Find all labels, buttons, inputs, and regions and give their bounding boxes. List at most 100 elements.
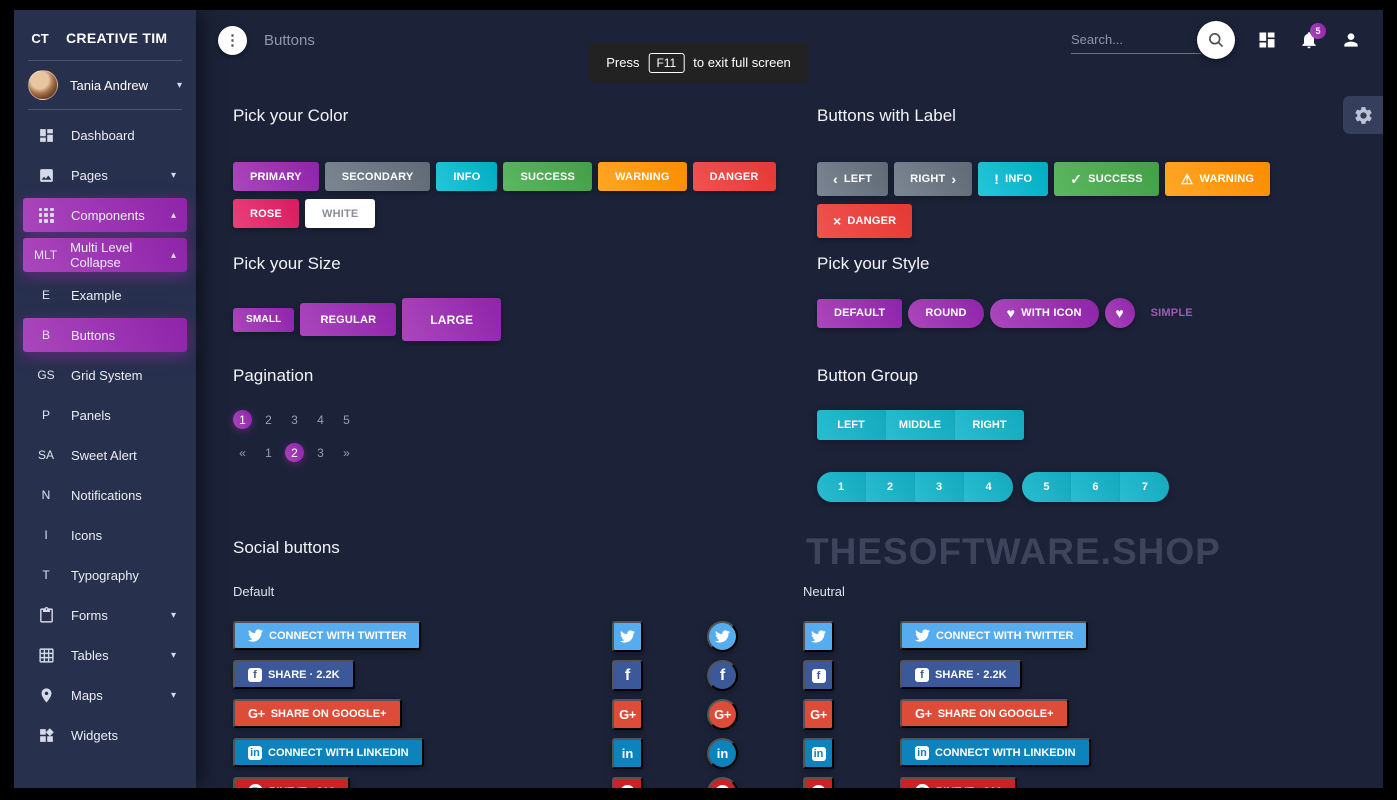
sidebar-item-label: Typography [71,567,139,583]
sidebar-item-forms[interactable]: Forms ▾ [23,598,187,632]
sidebar-item-sweet-alert[interactable]: SA Sweet Alert [23,438,187,472]
info-button[interactable]: INFO [436,162,498,191]
next-page-link[interactable]: » [343,445,350,460]
facebook-square-button[interactable]: f [612,660,643,691]
googleplus-square-button[interactable]: G+ [612,699,643,730]
group-number-button[interactable]: 7 [1120,472,1170,502]
linkedin-connect-neutral-button[interactable]: in CONNECT WITH LINKEDIN [900,738,1091,767]
prev-page-link[interactable]: « [239,445,246,460]
googleplus-round-button[interactable]: G+ [707,699,738,730]
googleplus-neutral-square-button[interactable]: G+ [803,699,834,730]
danger-button[interactable]: DANGER [692,162,776,191]
pinterest-square-button[interactable]: P [612,777,643,788]
sidebar-item-icons[interactable]: I Icons [23,518,187,552]
sidebar-item-typography[interactable]: T Typography [23,558,187,592]
twitter-neutral-square-button[interactable] [803,621,834,652]
left-label-button[interactable]: ‹ LEFT [817,162,889,196]
sidebar-item-grid-system[interactable]: GS Grid System [23,358,187,392]
profile-button[interactable] [1341,30,1361,50]
sidebar-item-dashboard[interactable]: Dashboard [23,118,187,152]
page-link[interactable]: 1 [265,445,272,460]
success-button[interactable]: SUCCESS [503,162,593,191]
button-label: PINT IT · 212 [936,786,1002,789]
secondary-button[interactable]: SECONDARY [324,162,431,191]
group-number-button[interactable]: 3 [915,472,964,502]
danger-label-button[interactable]: × DANGER [817,204,913,238]
group-number-button[interactable]: 6 [1071,472,1121,502]
pinterest-neutral-square-button[interactable]: P [803,777,834,788]
sidebar-item-tables[interactable]: Tables ▾ [23,638,187,672]
sidebar-item-pages[interactable]: Pages ▾ [23,158,187,192]
group-middle-button[interactable]: MIDDLE [886,410,955,440]
sidebar-item-components[interactable]: Components ▴ [23,198,187,232]
page-link[interactable]: 4 [317,412,324,427]
sidebar-item-widgets[interactable]: Widgets [23,718,187,752]
pinterest-pin-button[interactable]: P PINT IT · 212 [233,777,351,788]
sidebar-item-buttons[interactable]: B Buttons [23,318,187,352]
page-link[interactable]: 3 [317,445,324,460]
group-right-button[interactable]: RIGHT [955,410,1024,440]
sidebar-item-label: Icons [71,527,103,543]
button-label: SHARE ON GOOGLE+ [937,707,1054,720]
group-number-button[interactable]: 4 [964,472,1013,502]
white-button[interactable]: WHITE [304,199,376,228]
sidebar-item-label: Sweet Alert [71,447,137,463]
info-label-button[interactable]: ! INFO [978,162,1049,196]
sidebar-item-notifications[interactable]: N Notifications [23,478,187,512]
pinterest-pin-neutral-button[interactable]: P PINT IT · 212 [900,777,1018,789]
with-icon-button[interactable]: ♥ WITH ICON [989,298,1099,328]
warning-button[interactable]: WARNING [598,162,687,191]
pinterest-round-button[interactable]: P [707,777,738,788]
linkedin-neutral-square-button[interactable]: in [803,738,834,769]
notifications-button[interactable]: 5 [1299,23,1326,50]
group-number-button[interactable]: 5 [1022,472,1072,502]
settings-panel-button[interactable] [1343,96,1383,134]
button-label: CONNECT WITH TWITTER [269,629,407,642]
twitter-round-button[interactable] [707,621,738,652]
twitter-square-button[interactable] [612,621,643,652]
linkedin-round-button[interactable]: in [707,738,738,769]
facebook-neutral-square-button[interactable]: f [803,660,834,691]
search-button[interactable] [1197,21,1235,59]
facebook-share-button[interactable]: f SHARE · 2.2K [233,660,355,689]
simple-style-button[interactable]: SIMPLE [1141,299,1203,328]
sidebar-item-example[interactable]: E Example [23,278,187,312]
watermark: THESOFTWARE.SHOP [806,531,1221,572]
user-menu[interactable]: Tania Andrew ▾ [14,61,196,109]
heart-fab-button[interactable]: ♥ [1104,298,1135,328]
brand[interactable]: CT CREATIVE TIM [14,10,196,60]
facebook-round-button[interactable]: f [707,660,738,691]
googleplus-share-button[interactable]: G+ SHARE ON GOOGLE+ [233,699,402,728]
group-number-button[interactable]: 1 [817,472,866,502]
large-button[interactable]: LARGE [402,298,502,341]
success-label-button[interactable]: ✓ SUCCESS [1054,162,1159,196]
facebook-share-neutral-button[interactable]: f SHARE · 2.2K [900,660,1022,689]
regular-button[interactable]: REGULAR [300,303,397,336]
googleplus-share-neutral-button[interactable]: G+ SHARE ON GOOGLE+ [900,699,1069,728]
rose-button[interactable]: ROSE [233,199,299,228]
default-style-button[interactable]: DEFAULT [817,298,903,328]
linkedin-connect-button[interactable]: in CONNECT WITH LINKEDIN [233,738,424,767]
sidebar-item-panels[interactable]: P Panels [23,398,187,432]
page-link[interactable]: 5 [343,412,350,427]
warning-label-button[interactable]: ⚠ WARNING [1164,162,1271,196]
page-link[interactable]: 3 [291,412,298,427]
search-input[interactable] [1071,26,1201,54]
group-left-button[interactable]: LEFT [817,410,886,440]
page-link[interactable]: 1 [233,410,252,429]
dashboard-nav-button[interactable] [1257,30,1277,50]
sidebar-minimize-button[interactable]: ⋮ [218,25,247,55]
connect-twitter-button[interactable]: CONNECT WITH TWITTER [233,621,422,650]
sidebar-item-multi-level-collapse[interactable]: MLT Multi Level Collapse ▴ [23,238,187,272]
group-number-button[interactable]: 2 [866,472,915,502]
linkedin-square-button[interactable]: in [612,738,643,769]
page-link[interactable]: 2 [265,412,272,427]
primary-button[interactable]: PRIMARY [233,162,319,191]
small-button[interactable]: SMALL [233,307,295,332]
round-style-button[interactable]: ROUND [908,298,984,328]
sidebar-item-maps[interactable]: Maps ▾ [23,678,187,712]
section-social-buttons: Social buttons Default Neutral CONNECT W… [233,538,1355,788]
right-label-button[interactable]: RIGHT › [894,162,973,196]
page-link[interactable]: 2 [285,443,304,462]
connect-twitter-neutral-button[interactable]: CONNECT WITH TWITTER [900,621,1089,650]
